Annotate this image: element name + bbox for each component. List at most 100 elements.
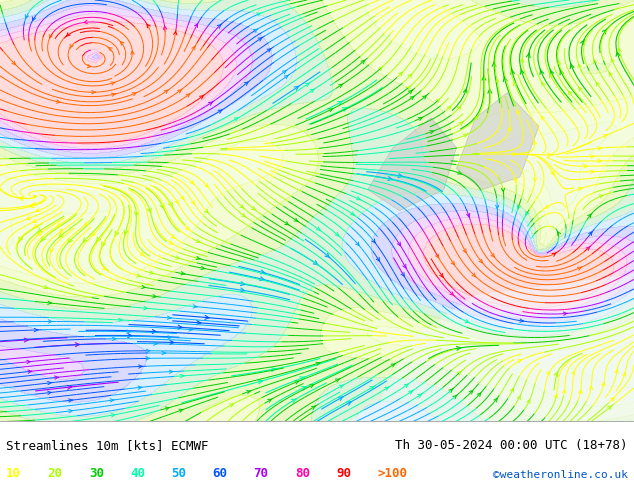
FancyArrowPatch shape (291, 399, 296, 403)
FancyArrowPatch shape (520, 319, 524, 322)
FancyArrowPatch shape (66, 33, 70, 37)
FancyArrowPatch shape (370, 386, 374, 390)
FancyArrowPatch shape (615, 369, 618, 373)
FancyArrowPatch shape (18, 196, 23, 200)
FancyArrowPatch shape (503, 76, 507, 81)
FancyArrowPatch shape (521, 59, 524, 62)
FancyArrowPatch shape (578, 64, 581, 68)
FancyArrowPatch shape (488, 88, 492, 93)
FancyArrowPatch shape (44, 286, 48, 289)
FancyArrowPatch shape (160, 204, 164, 209)
FancyArrowPatch shape (67, 386, 72, 389)
FancyArrowPatch shape (26, 217, 30, 220)
FancyArrowPatch shape (48, 301, 52, 304)
FancyArrowPatch shape (59, 233, 63, 238)
FancyArrowPatch shape (611, 59, 614, 62)
FancyArrowPatch shape (300, 377, 304, 380)
FancyArrowPatch shape (313, 261, 318, 265)
FancyArrowPatch shape (108, 47, 112, 51)
FancyArrowPatch shape (579, 87, 582, 91)
FancyArrowPatch shape (168, 336, 172, 339)
FancyArrowPatch shape (339, 84, 343, 88)
FancyArrowPatch shape (240, 282, 245, 286)
FancyArrowPatch shape (584, 165, 588, 168)
FancyArrowPatch shape (521, 69, 524, 74)
FancyArrowPatch shape (578, 187, 583, 191)
FancyArrowPatch shape (119, 318, 122, 321)
FancyArrowPatch shape (124, 230, 128, 235)
Text: 20: 20 (48, 466, 63, 480)
FancyArrowPatch shape (551, 171, 555, 176)
FancyArrowPatch shape (271, 368, 276, 371)
FancyArrowPatch shape (75, 343, 79, 346)
FancyArrowPatch shape (569, 91, 572, 95)
FancyArrowPatch shape (548, 153, 552, 157)
FancyArrowPatch shape (127, 330, 131, 333)
FancyArrowPatch shape (68, 410, 73, 413)
FancyArrowPatch shape (562, 390, 566, 393)
FancyArrowPatch shape (388, 176, 392, 180)
FancyArrowPatch shape (534, 178, 537, 181)
FancyArrowPatch shape (451, 261, 455, 265)
FancyArrowPatch shape (48, 320, 52, 323)
FancyArrowPatch shape (463, 249, 466, 252)
FancyArrowPatch shape (25, 15, 29, 18)
FancyArrowPatch shape (409, 391, 413, 394)
FancyArrowPatch shape (244, 81, 249, 85)
FancyArrowPatch shape (175, 200, 178, 203)
FancyArrowPatch shape (609, 73, 612, 76)
FancyArrowPatch shape (200, 95, 204, 99)
FancyArrowPatch shape (508, 127, 511, 131)
FancyArrowPatch shape (602, 383, 605, 386)
FancyArrowPatch shape (12, 61, 15, 65)
FancyArrowPatch shape (311, 406, 316, 409)
FancyArrowPatch shape (37, 232, 41, 236)
FancyArrowPatch shape (616, 51, 620, 56)
FancyArrowPatch shape (514, 82, 517, 86)
FancyArrowPatch shape (209, 101, 213, 105)
FancyArrowPatch shape (339, 385, 344, 388)
FancyArrowPatch shape (32, 202, 36, 206)
FancyArrowPatch shape (306, 83, 310, 86)
FancyArrowPatch shape (34, 328, 38, 332)
FancyArrowPatch shape (554, 371, 558, 377)
FancyArrowPatch shape (598, 147, 602, 150)
FancyArrowPatch shape (112, 337, 116, 341)
FancyArrowPatch shape (527, 400, 530, 403)
FancyArrowPatch shape (459, 121, 463, 125)
FancyArrowPatch shape (147, 24, 150, 28)
FancyArrowPatch shape (235, 118, 238, 121)
FancyArrowPatch shape (517, 396, 521, 400)
FancyArrowPatch shape (593, 60, 597, 63)
FancyArrowPatch shape (49, 34, 53, 38)
Text: 60: 60 (212, 466, 228, 480)
FancyArrowPatch shape (56, 100, 60, 103)
FancyArrowPatch shape (604, 135, 607, 138)
FancyArrowPatch shape (372, 239, 375, 243)
FancyArrowPatch shape (285, 221, 289, 225)
FancyArrowPatch shape (557, 61, 560, 65)
FancyArrowPatch shape (68, 399, 72, 402)
FancyArrowPatch shape (284, 75, 288, 79)
FancyArrowPatch shape (205, 184, 208, 187)
FancyArrowPatch shape (482, 75, 486, 80)
FancyArrowPatch shape (260, 277, 264, 281)
FancyArrowPatch shape (134, 212, 138, 217)
FancyArrowPatch shape (391, 364, 396, 367)
FancyArrowPatch shape (186, 226, 190, 230)
FancyArrowPatch shape (201, 267, 205, 270)
FancyArrowPatch shape (526, 212, 529, 215)
FancyArrowPatch shape (59, 229, 63, 233)
FancyArrowPatch shape (268, 399, 272, 402)
FancyArrowPatch shape (111, 414, 115, 417)
FancyArrowPatch shape (623, 372, 626, 376)
FancyArrowPatch shape (494, 398, 497, 402)
FancyArrowPatch shape (230, 404, 234, 407)
Text: 80: 80 (295, 466, 310, 480)
FancyArrowPatch shape (180, 374, 184, 378)
FancyArrowPatch shape (240, 204, 244, 209)
FancyArrowPatch shape (398, 242, 401, 245)
FancyArrowPatch shape (408, 90, 413, 94)
FancyArrowPatch shape (378, 67, 383, 71)
FancyArrowPatch shape (328, 109, 333, 112)
